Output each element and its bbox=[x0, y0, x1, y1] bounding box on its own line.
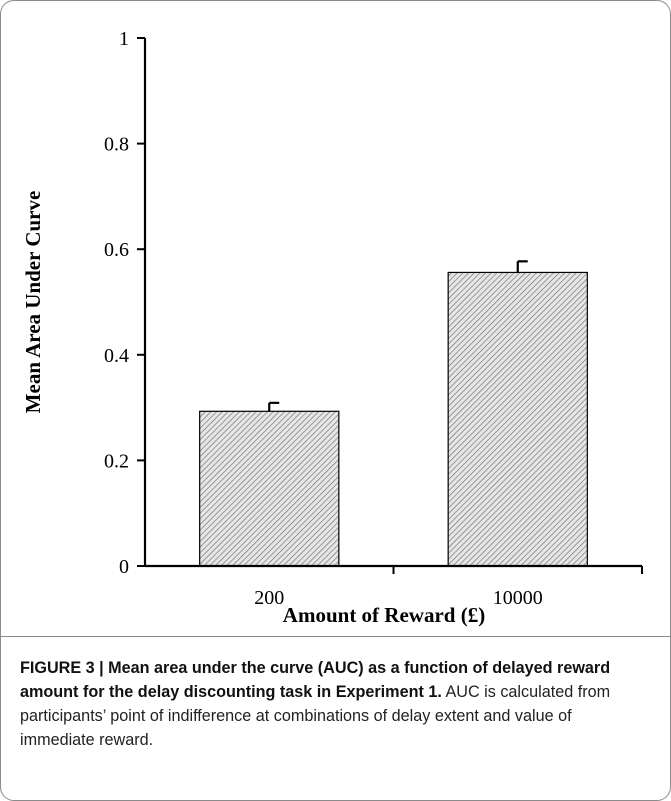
x-tick-label: 200 bbox=[254, 587, 284, 609]
y-tick-label: 0 bbox=[119, 556, 129, 578]
x-axis-title: Amount of Reward (£) bbox=[283, 603, 485, 627]
x-axis-ticks: 200 10000 bbox=[254, 566, 643, 609]
caption-divider bbox=[0, 636, 671, 637]
bar bbox=[199, 410, 340, 567]
y-tick-label: 0.6 bbox=[104, 239, 129, 261]
figure-caption: FIGURE 3 | Mean area under the curve (AU… bbox=[20, 656, 650, 752]
caption-body: AUC is calculated from participants’ poi… bbox=[20, 683, 611, 749]
bar bbox=[447, 271, 588, 567]
caption-lead: FIGURE 3 | Mean area under the curve (AU… bbox=[20, 659, 611, 701]
y-tick-label: 0.4 bbox=[104, 345, 129, 367]
bars bbox=[199, 260, 588, 567]
y-tick-label: 0.2 bbox=[104, 450, 129, 472]
y-axis-title: Mean Area Under Curve bbox=[21, 191, 45, 414]
x-tick-label: 10000 bbox=[493, 587, 543, 609]
y-axis-ticks: 0 0.2 0.4 0.6 0.8 1 bbox=[104, 28, 145, 578]
y-tick-label: 1 bbox=[119, 28, 129, 50]
bar-chart: 0 0.2 0.4 0.6 0.8 1 200 10000 Amount of Reward… bbox=[21, 28, 643, 627]
y-tick-label: 0.8 bbox=[104, 134, 129, 156]
